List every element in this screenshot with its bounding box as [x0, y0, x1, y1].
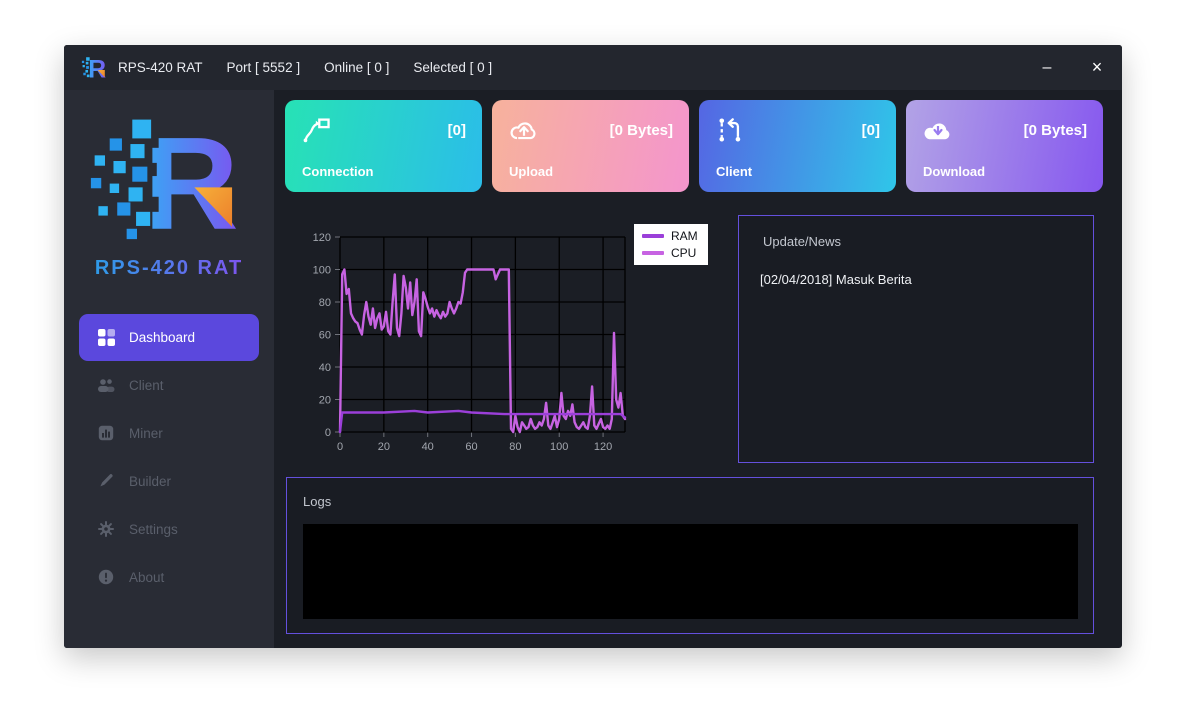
svg-text:R: R — [144, 110, 239, 252]
chart-legend: RAM CPU — [634, 224, 708, 265]
sidebar-item-settings[interactable]: Settings — [64, 505, 274, 553]
window-title: RPS-420 RAT — [118, 60, 203, 75]
update-news-panel: Update/News [02/04/2018] Masuk Berita — [738, 215, 1094, 463]
svg-text:100: 100 — [313, 265, 331, 277]
upload-card: [0 Bytes] Upload — [492, 100, 689, 192]
logs-panel: Logs — [286, 477, 1094, 634]
upload-label: Upload — [509, 164, 554, 179]
close-button[interactable]: × — [1072, 45, 1122, 90]
minimize-button[interactable]: – — [1022, 45, 1072, 90]
users-icon — [96, 375, 116, 395]
info-icon — [96, 567, 116, 587]
cpu-swatch — [642, 251, 664, 255]
svg-text:20: 20 — [319, 395, 331, 407]
svg-text:100: 100 — [550, 441, 568, 453]
title-bar: R RPS-420 RAT Port [ 5552 ] Online [ 0 ]… — [64, 45, 1122, 90]
svg-text:20: 20 — [378, 441, 390, 453]
stat-cards: [0] Connection [0 Bytes] Upload [0] Clie… — [285, 100, 1105, 192]
svg-text:80: 80 — [509, 441, 521, 453]
connection-card: [0] Connection — [285, 100, 482, 192]
gear-icon — [96, 519, 116, 539]
online-status: Online [ 0 ] — [324, 60, 390, 75]
svg-text:120: 120 — [594, 441, 612, 453]
port-status: Port [ 5552 ] — [226, 60, 301, 75]
svg-text:40: 40 — [422, 441, 434, 453]
client-sync-icon — [719, 118, 741, 142]
svg-text:60: 60 — [465, 441, 477, 453]
logs-title: Logs — [303, 494, 332, 509]
upload-cloud-icon — [510, 122, 536, 140]
svg-text:60: 60 — [319, 330, 331, 342]
svg-text:120: 120 — [313, 232, 331, 244]
minimize-icon: – — [1042, 58, 1052, 76]
ram-swatch — [642, 234, 664, 238]
sidebar-item-miner[interactable]: Miner — [64, 409, 274, 457]
sidebar: R RPS-420 RAT Dashboard — [64, 90, 274, 648]
legend-cpu: CPU — [642, 246, 698, 260]
upload-value: [0 Bytes] — [609, 122, 673, 139]
connection-value: [0] — [447, 122, 466, 139]
svg-text:0: 0 — [337, 441, 343, 453]
selected-status: Selected [ 0 ] — [413, 60, 493, 75]
sidebar-item-dashboard[interactable]: Dashboard — [79, 314, 259, 361]
news-title: Update/News — [763, 234, 842, 249]
svg-text:0: 0 — [325, 427, 331, 439]
client-card: [0] Client — [699, 100, 896, 192]
close-icon: × — [1091, 57, 1103, 77]
pencil-icon — [96, 471, 116, 491]
logs-textbox[interactable] — [303, 524, 1078, 619]
download-value: [0 Bytes] — [1023, 122, 1087, 139]
miner-chart-icon — [96, 423, 116, 443]
app-window: R RPS-420 RAT Port [ 5552 ] Online [ 0 ]… — [64, 45, 1122, 648]
svg-text:R: R — [88, 56, 106, 81]
svg-text:RPS-420 RAT: RPS-420 RAT — [95, 257, 243, 279]
legend-ram: RAM — [642, 229, 698, 243]
sidebar-item-client[interactable]: Client — [64, 361, 274, 409]
download-label: Download — [923, 164, 986, 179]
connection-icon — [303, 118, 330, 143]
download-cloud-icon — [924, 123, 950, 140]
app-logo-icon: R — [81, 56, 106, 82]
sidebar-menu: Dashboard Client Miner Builder — [64, 314, 274, 601]
svg-text:40: 40 — [319, 362, 331, 374]
download-card: [0 Bytes] Download — [906, 100, 1103, 192]
client-label: Client — [716, 164, 753, 179]
client-value: [0] — [861, 122, 880, 139]
sidebar-item-builder[interactable]: Builder — [64, 457, 274, 505]
brand-wordmark: RPS-420 RAT — [95, 257, 243, 279]
sidebar-item-about[interactable]: About — [64, 553, 274, 601]
connection-label: Connection — [302, 164, 374, 179]
dashboard-grid-icon — [96, 328, 116, 348]
news-entry: [02/04/2018] Masuk Berita — [760, 272, 912, 287]
brand-logo: R — [90, 110, 239, 252]
svg-text:80: 80 — [319, 297, 331, 309]
cpu-ram-chart: 0 20 40 60 80 100 120 0 20 40 60 80 100 120 — [313, 232, 627, 453]
